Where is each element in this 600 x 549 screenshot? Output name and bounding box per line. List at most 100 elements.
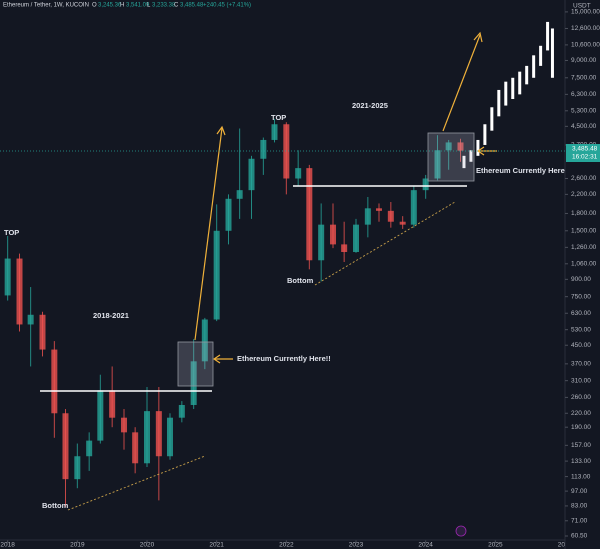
x-tick-label: 2020: [140, 542, 155, 549]
candle-body: [4, 258, 11, 296]
change: +240.45 (+7.41%): [203, 3, 251, 9]
candle-body: [422, 178, 429, 191]
arrow-head: [216, 125, 226, 136]
drawings: [40, 31, 497, 511]
event-icon[interactable]: [455, 525, 467, 537]
y-tick-label: 1,060.00: [571, 261, 597, 268]
x-tick-label: 2021: [209, 542, 224, 549]
annotation: Ethereum Currently Here!!: [237, 354, 331, 363]
annotation: 2021-2025: [352, 101, 388, 110]
candle-body: [178, 404, 185, 418]
projection-bar: [497, 89, 501, 117]
candle-body: [225, 198, 232, 231]
annotation: 2018-2021: [93, 311, 129, 320]
y-tick-label: 750.00: [571, 293, 591, 300]
x-tick-label: 2025: [488, 542, 503, 549]
candle-body: [410, 190, 417, 225]
arrow: [442, 34, 481, 132]
y-tick-label: 190.00: [571, 424, 591, 431]
candle-body: [201, 319, 208, 362]
y-tick-label: 370.00: [571, 361, 591, 368]
candle-body: [155, 411, 162, 457]
candle-body: [121, 417, 128, 433]
arrow-head: [212, 354, 221, 364]
candle-body: [74, 456, 81, 480]
y-tick-label: 6,300.00: [571, 91, 597, 98]
highlight-box: [177, 341, 214, 387]
x-tick-label: 2022: [279, 542, 294, 549]
y-tick-label: 113.00: [571, 473, 591, 480]
annotation: Bottom: [287, 276, 314, 285]
annotations: TOP Bottom 2018-2021 Ethereum Currently …: [4, 101, 570, 510]
projection-bar: [546, 21, 550, 51]
y-tick-label: 2,200.00: [571, 191, 597, 198]
y-tick-label: 900.00: [571, 276, 591, 283]
candle-body: [97, 390, 104, 441]
candle-body: [457, 142, 464, 151]
projection-bar: [518, 71, 522, 95]
candle-body: [27, 314, 34, 325]
y-tick-label: 630.00: [571, 310, 591, 317]
projection-bar: [469, 150, 473, 162]
ohlc-value: 3,541.09: [126, 3, 150, 9]
ohlc-key: L: [147, 3, 151, 9]
header: Ethereum / Tether, 1W, KUCOIN O 3,245.36…: [3, 3, 251, 9]
projection-bar: [462, 155, 466, 169]
projection-bar: [504, 81, 508, 106]
x-tick-label: 2018: [0, 542, 15, 549]
price-axis: [565, 0, 600, 549]
y-tick-label: 260.00: [571, 394, 591, 401]
ohlc-key: C: [174, 3, 179, 9]
projection-bar: [483, 124, 487, 145]
arrow-head: [473, 31, 483, 43]
y-tick-label: 9,000.00: [571, 57, 597, 64]
projection-bar: [511, 77, 515, 100]
candle-body: [51, 349, 58, 414]
candle-body: [318, 224, 325, 261]
candle-body: [445, 142, 452, 151]
candle-body: [375, 208, 382, 211]
candle-body: [434, 150, 441, 179]
candle-body: [295, 168, 302, 179]
ohlc-value: 3,233.38: [152, 3, 176, 9]
candle-body: [236, 190, 243, 199]
y-tick-label: 60.50: [571, 533, 588, 540]
projection-bar: [490, 107, 494, 131]
candle-body: [190, 361, 197, 405]
annotation: Ethereum Currently Here!!: [476, 166, 570, 175]
candle-body: [62, 413, 69, 480]
y-tick-label: 12,600.00: [571, 25, 600, 32]
ohlc-key: H: [120, 3, 124, 9]
candle-body: [39, 314, 46, 350]
candle-body: [260, 139, 267, 159]
candle-body: [132, 432, 139, 464]
y-tick-label: 10,600.00: [571, 42, 600, 49]
x-tick-label: 2023: [349, 542, 364, 549]
y-tick-label: 15,000.00: [571, 9, 600, 16]
candle-body: [109, 390, 116, 418]
trend-line: [67, 455, 206, 511]
candle-body: [352, 224, 359, 252]
ohlc-value: 3,485.48: [180, 3, 204, 9]
projection-bar: [525, 65, 529, 85]
y-tick-label: 5,300.00: [571, 108, 597, 115]
candle-body: [248, 158, 255, 191]
y-tick-label: 133.00: [571, 458, 591, 465]
candle-body: [143, 411, 150, 464]
candle-body: [341, 244, 348, 252]
y-tick-label: 83.00: [571, 503, 588, 510]
price-label: 3,485.48: [572, 146, 598, 153]
annotation: TOP: [4, 228, 19, 237]
y-tick-label: 220.00: [571, 410, 591, 417]
countdown-label: 16:02:31: [572, 154, 598, 161]
price-badge: [566, 144, 600, 162]
highlight-box: [427, 132, 475, 182]
y-tick-label: 1,800.00: [571, 210, 597, 217]
candle-body: [364, 208, 371, 225]
candle-body: [387, 210, 394, 222]
y-tick-label: 530.00: [571, 326, 591, 333]
x-tick-label: 2024: [418, 542, 433, 549]
candle-body: [283, 124, 290, 179]
trend-line: [314, 201, 456, 286]
